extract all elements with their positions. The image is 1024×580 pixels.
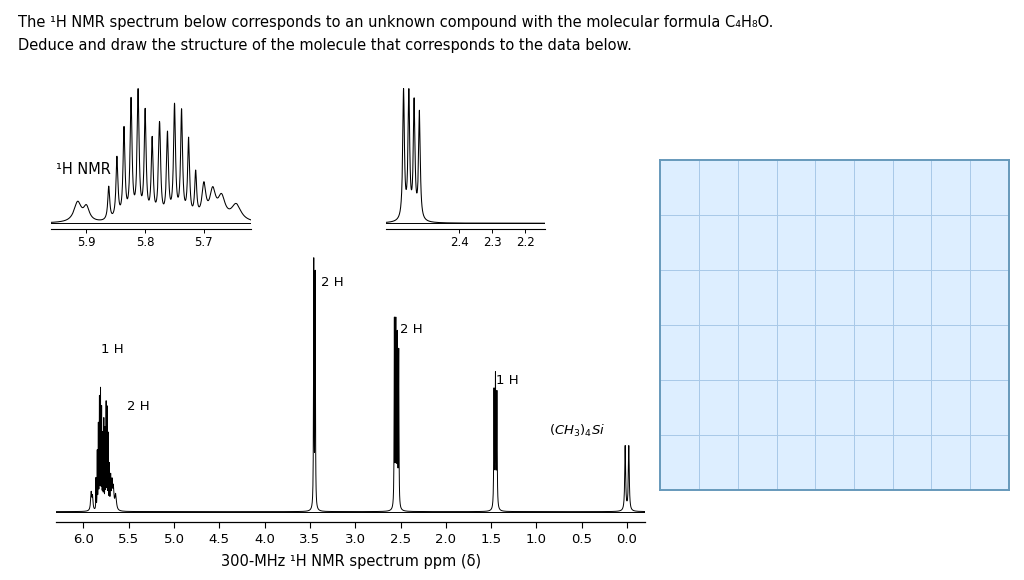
Text: 2 H: 2 H: [127, 400, 150, 413]
Text: The ¹H NMR spectrum below corresponds to an unknown compound with the molecular : The ¹H NMR spectrum below corresponds to…: [18, 14, 774, 30]
Text: 2 H: 2 H: [322, 276, 344, 289]
X-axis label: 300-MHz ¹H NMR spectrum ppm (δ): 300-MHz ¹H NMR spectrum ppm (δ): [220, 554, 481, 570]
Text: 2 H: 2 H: [400, 322, 423, 336]
Text: Deduce and draw the structure of the molecule that corresponds to the data below: Deduce and draw the structure of the mol…: [18, 38, 632, 53]
Text: 1 H: 1 H: [101, 343, 124, 356]
Text: 1 H: 1 H: [496, 374, 519, 387]
Text: ¹H NMR: ¹H NMR: [56, 162, 112, 177]
Text: $(CH_3)_4Si$: $(CH_3)_4Si$: [549, 423, 605, 439]
